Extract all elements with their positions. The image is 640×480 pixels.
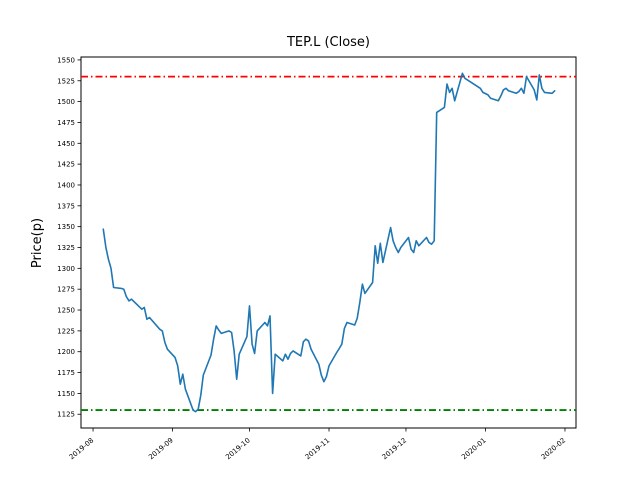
y-tick-label: 1550 [57, 56, 75, 64]
y-tick-label: 1400 [57, 181, 75, 189]
x-tick-label: 2019-09 [147, 436, 175, 461]
y-tick-label: 1125 [57, 411, 75, 419]
y-tick-label: 1525 [57, 77, 75, 85]
x-tick-label: 2019-12 [381, 436, 409, 461]
y-tick-label: 1350 [57, 223, 75, 231]
y-tick-label: 1375 [57, 202, 75, 210]
y-tick-label: 1300 [57, 265, 75, 273]
y-tick-label: 1425 [57, 161, 75, 169]
chart-title: TEP.L (Close) [286, 35, 371, 50]
x-tick-label: 2020-01 [460, 436, 488, 461]
y-tick-label: 1225 [57, 327, 75, 335]
y-tick-label: 1250 [57, 307, 75, 315]
y-tick-label: 1175 [57, 369, 75, 377]
x-tick-label: 2019-11 [304, 436, 332, 461]
y-tick-label: 1150 [57, 390, 75, 398]
y-tick-label: 1200 [57, 348, 75, 356]
x-tick-label: 2019-08 [68, 436, 96, 461]
price-line [102, 72, 556, 413]
y-tick-label: 1475 [57, 119, 75, 127]
y-tick-label: 1500 [57, 98, 75, 106]
y-tick-label: 1275 [57, 286, 75, 294]
y-axis-label: Price(p) [30, 217, 45, 269]
x-tick-label: 2020-02 [540, 436, 568, 461]
x-tick-label: 2019-10 [224, 436, 252, 461]
y-tick-label: 1450 [57, 140, 75, 148]
plot-area [80, 56, 577, 429]
y-tick-label: 1325 [57, 244, 75, 252]
